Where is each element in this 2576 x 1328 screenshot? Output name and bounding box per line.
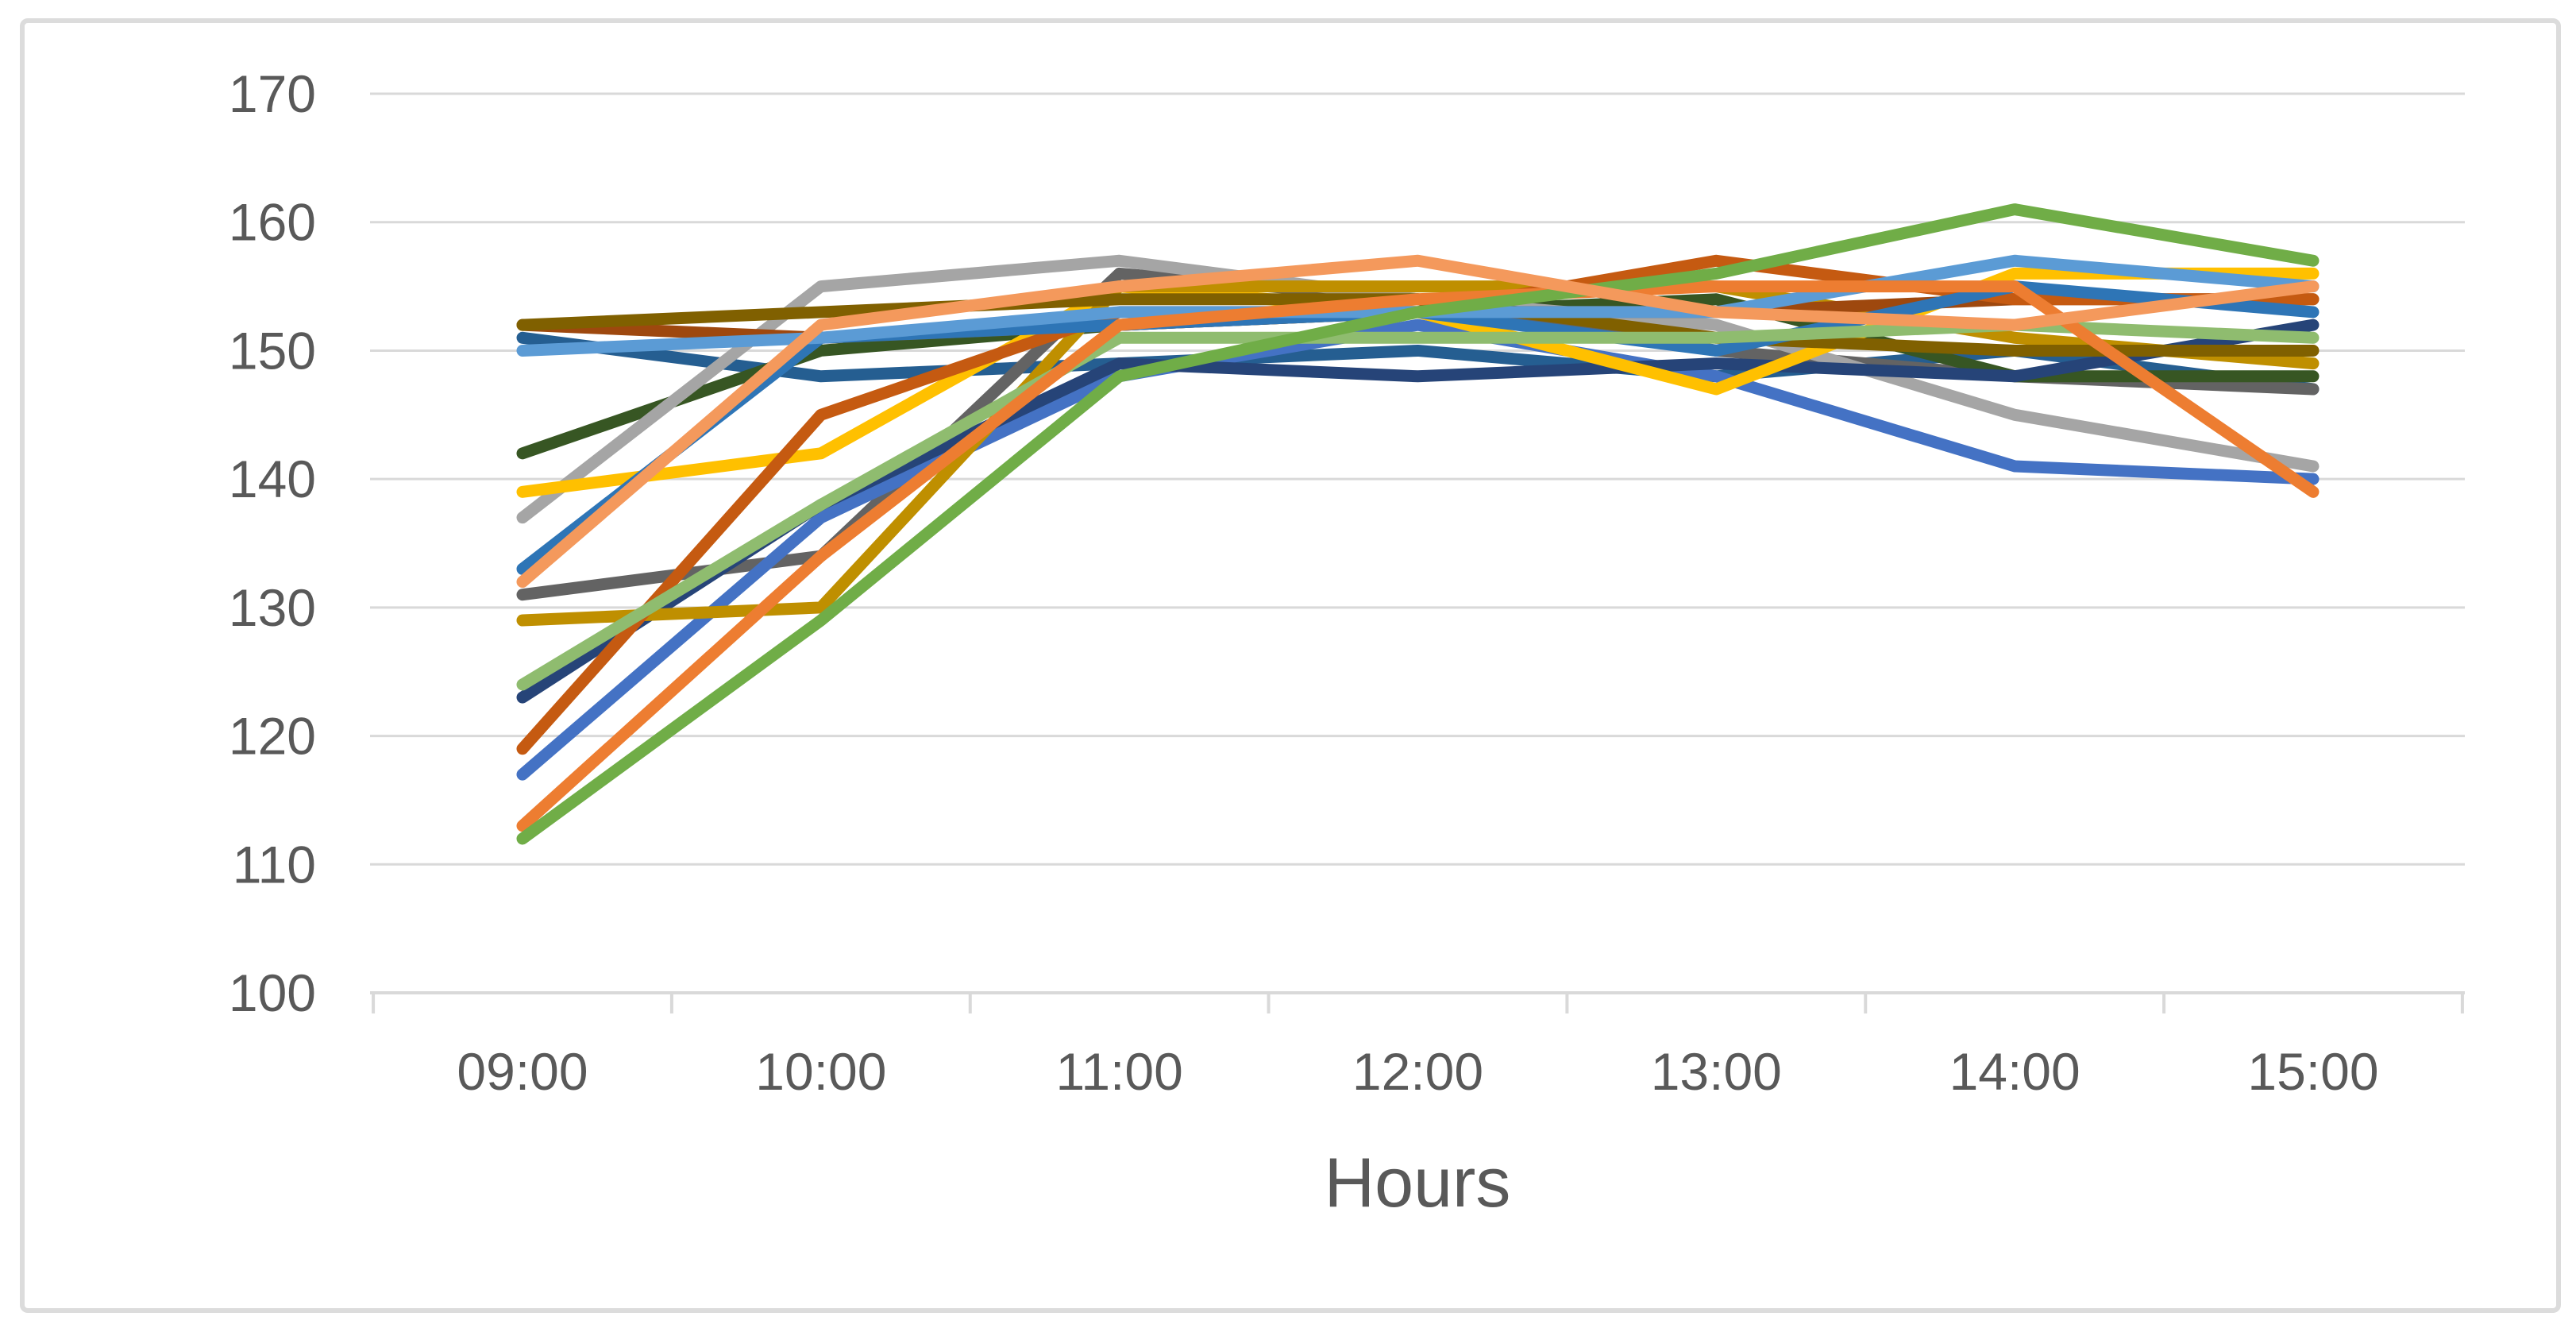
series-blue [516, 318, 2320, 781]
x-tick-label: 10:00 [755, 1042, 886, 1101]
x-tick-label: 11:00 [1056, 1042, 1183, 1101]
x-tick-label: 15:00 [2247, 1042, 2378, 1101]
y-tick-label: 120 [229, 707, 316, 766]
y-tick-label: 170 [229, 64, 316, 123]
series-dark-gold [516, 280, 2320, 627]
series-green [516, 203, 2320, 845]
y-tick-label: 130 [229, 578, 316, 637]
x-axis-title: Hours [1324, 1143, 1511, 1222]
x-tick-label: 09:00 [457, 1042, 588, 1101]
series-orange [516, 280, 2320, 832]
y-tick-label: 160 [229, 193, 316, 252]
x-tick-label: 14:00 [1949, 1042, 2080, 1101]
x-tick-label: 12:00 [1352, 1042, 1483, 1101]
x-tick-label: 13:00 [1651, 1042, 1782, 1101]
y-tick-label: 140 [229, 450, 316, 508]
y-tick-label: 100 [229, 963, 316, 1022]
y-tick-label: 150 [229, 321, 316, 380]
y-tick-label: 110 [233, 835, 316, 894]
series-light-orange [516, 254, 2320, 589]
